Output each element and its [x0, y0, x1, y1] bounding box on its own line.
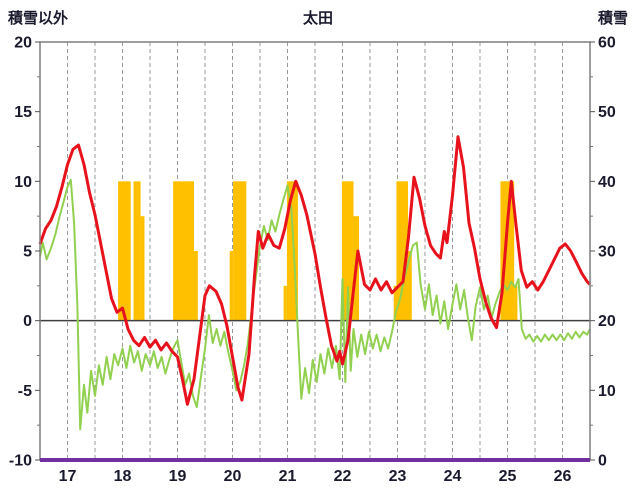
x-axis-tick-label: 20	[224, 468, 242, 485]
right-axis-tick-label: 10	[598, 383, 616, 400]
orange-bars	[408, 251, 412, 321]
x-axis-tick-label: 18	[114, 468, 132, 485]
green-line	[39, 178, 591, 431]
x-axis-tick-label: 23	[389, 468, 407, 485]
left-axis-tick-label: 0	[23, 313, 32, 330]
right-axis-tick-label: 30	[598, 244, 616, 261]
orange-bars	[194, 251, 198, 321]
left-axis-tick-label: 15	[14, 104, 32, 121]
orange-bars	[286, 181, 298, 321]
left-axis-tick-label: -10	[9, 453, 32, 470]
left-axis-tick-label: 10	[14, 174, 32, 191]
right-axis-tick-label: 20	[598, 313, 616, 330]
left-axis-tick-label: -5	[18, 383, 32, 400]
orange-bars	[514, 285, 518, 321]
left-axis-tick-label: 5	[23, 244, 32, 261]
orange-bars	[283, 285, 287, 321]
x-axis-tick-label: 17	[59, 468, 77, 485]
x-axis-tick-label: 21	[279, 468, 297, 485]
x-axis-tick-label: 26	[554, 468, 572, 485]
left-axis-title: 積雪以外	[8, 10, 69, 27]
orange-bars	[173, 181, 194, 321]
x-axis-tick-label: 19	[169, 468, 187, 485]
red-line	[38, 135, 592, 406]
orange-bars	[133, 181, 141, 321]
right-axis-title: 積雪	[597, 10, 628, 27]
orange-bars	[393, 285, 397, 321]
orange-bars	[229, 251, 233, 321]
x-axis-tick-label: 22	[334, 468, 352, 485]
orange-bars	[233, 181, 247, 321]
right-axis-tick-label: 0	[598, 453, 607, 470]
orange-bars	[341, 181, 354, 321]
orange-bars	[140, 216, 145, 321]
orange-bars	[118, 181, 131, 321]
x-axis-tick-label: 25	[499, 468, 517, 485]
right-axis-tick-label: 40	[598, 174, 616, 191]
chart-header: 積雪以外 太田 積雪	[0, 5, 636, 29]
orange-bars	[396, 181, 408, 321]
x-axis-tick-label: 24	[444, 468, 462, 485]
chart-title: 太田	[302, 10, 333, 27]
right-axis-tick-label: 50	[598, 104, 616, 121]
right-axis-tick-label: 60	[598, 35, 616, 52]
left-axis-tick-label: 20	[14, 35, 32, 52]
